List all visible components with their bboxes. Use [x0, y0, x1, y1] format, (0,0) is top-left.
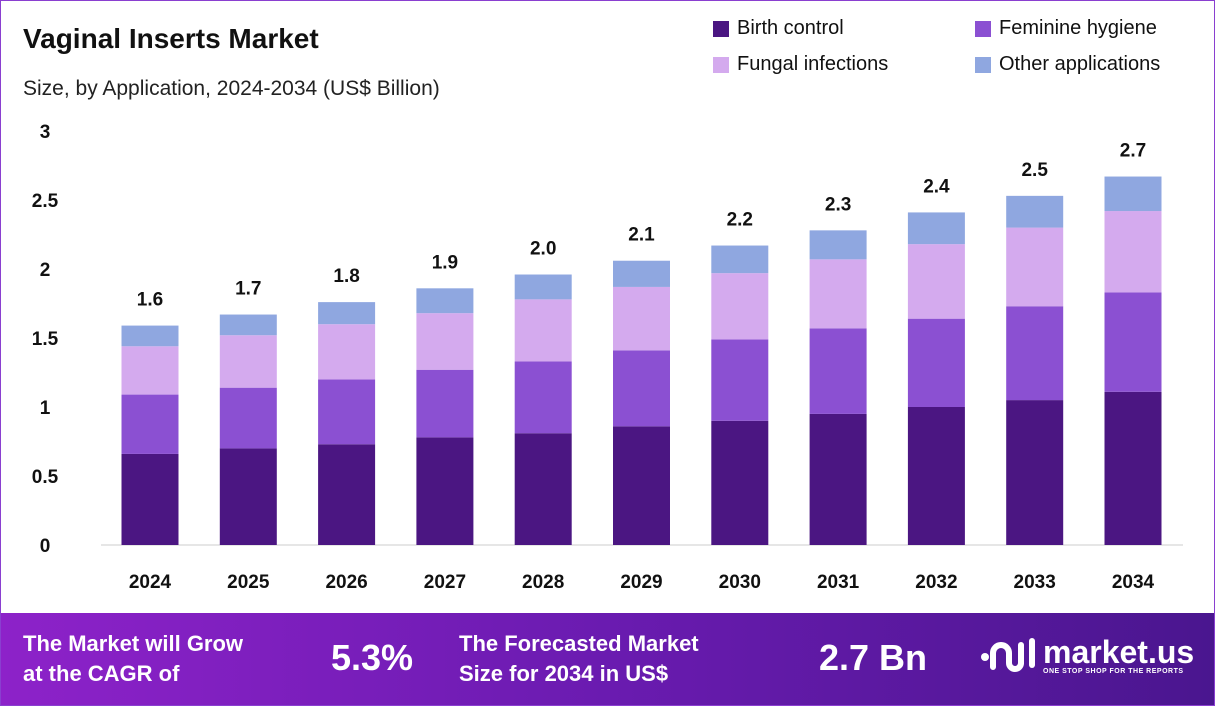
- legend-item-birth-control: Birth control: [713, 17, 844, 40]
- bar-segment-other-applications: [907, 212, 965, 245]
- total-label: 1.8: [333, 266, 359, 287]
- bar-segment-birth-control: [219, 448, 277, 545]
- chart-title: Vaginal Inserts Market: [23, 23, 319, 54]
- bar-segment-birth-control: [1104, 391, 1162, 545]
- bar-segment-other-applications: [121, 325, 179, 347]
- y-tick-label: 1: [40, 398, 51, 419]
- bar-segment-fungal-infections: [613, 286, 670, 351]
- bar-segment-feminine-hygiene: [711, 339, 769, 421]
- total-label: 2.4: [923, 176, 950, 197]
- y-tick-label: 3: [40, 122, 51, 143]
- legend-item-fungal-infections: Fungal infections: [713, 53, 888, 76]
- total-label: 2.2: [727, 210, 753, 231]
- x-tick-label: 2026: [325, 572, 367, 593]
- legend-label: Other applications: [999, 53, 1161, 75]
- bar-segment-feminine-hygiene: [416, 369, 474, 438]
- x-tick-label: 2024: [129, 572, 172, 593]
- bar-segment-fungal-infections: [1104, 211, 1162, 293]
- bar-segment-other-applications: [613, 260, 670, 287]
- bar-segment-feminine-hygiene: [1006, 306, 1064, 401]
- legend-swatch: [975, 56, 991, 73]
- bar-segment-birth-control: [809, 413, 867, 545]
- bar-segment-fungal-infections: [711, 273, 769, 340]
- cagr-label: The Market will Grow at the CAGR of: [23, 631, 244, 686]
- total-label: 2.3: [825, 194, 851, 215]
- bar-segment-feminine-hygiene: [907, 318, 965, 407]
- bar-segment-birth-control: [121, 453, 179, 545]
- bar-segment-feminine-hygiene: [809, 328, 867, 414]
- legend-label: Birth control: [737, 17, 844, 39]
- bar-segment-birth-control: [416, 437, 474, 545]
- legend-swatch: [713, 20, 729, 37]
- total-label: 1.7: [235, 279, 261, 300]
- bar-segment-other-applications: [514, 274, 572, 300]
- logo-tagline: ONE STOP SHOP FOR THE REPORTS: [1043, 667, 1184, 675]
- legend-label: Feminine hygiene: [999, 17, 1157, 39]
- plot-area: 0 0.5 1 1.5 2 2.5 3 1.6 2024 1.7 2025 1.8 2026 1.9 202…: [32, 122, 1183, 593]
- y-tick-label: 1.5: [32, 329, 59, 350]
- bar-segment-fungal-infections: [514, 299, 572, 362]
- x-tick-label: 2025: [227, 572, 270, 593]
- bar-segment-other-applications: [219, 314, 277, 336]
- total-label: 2.5: [1021, 160, 1048, 181]
- bar-segment-other-applications: [318, 302, 376, 325]
- chart-subtitle: Size, by Application, 2024-2034 (US$ Bil…: [23, 77, 440, 100]
- bar-segment-birth-control: [711, 420, 769, 545]
- bar-segment-feminine-hygiene: [219, 387, 277, 449]
- y-tick-label: 0.5: [32, 467, 59, 488]
- y-tick-label: 2.5: [32, 191, 59, 212]
- legend-swatch: [975, 20, 991, 37]
- total-label: 1.6: [137, 290, 163, 311]
- x-tick-label: 2028: [522, 572, 564, 593]
- market-us-logo: market.us ONE STOP SHOP FOR THE REPORTS: [979, 633, 1194, 677]
- logo-text: market.us: [1043, 633, 1195, 670]
- footer-banner: The Market will Grow at the CAGR of 5.3% …: [1, 613, 1214, 705]
- bar-segment-birth-control: [514, 433, 572, 545]
- bar-segment-other-applications: [711, 245, 769, 274]
- bar-segment-feminine-hygiene: [613, 350, 670, 427]
- bar-segment-feminine-hygiene: [121, 394, 179, 454]
- bar-segment-birth-control: [318, 444, 376, 545]
- x-tick-label: 2030: [719, 572, 761, 593]
- bar-segment-feminine-hygiene: [318, 379, 376, 445]
- bar-segment-fungal-infections: [907, 244, 965, 319]
- x-tick-label: 2031: [817, 572, 860, 593]
- legend-item-other-applications: Other applications: [975, 53, 1160, 76]
- x-tick-label: 2034: [1112, 572, 1155, 593]
- bar-segment-fungal-infections: [318, 324, 376, 380]
- forecast-label: The Forecasted Market Size for 2034 in US…: [459, 631, 699, 686]
- bar-segment-other-applications: [1104, 176, 1162, 212]
- bar-segment-fungal-infections: [416, 313, 474, 370]
- bar-segment-feminine-hygiene: [1104, 292, 1162, 392]
- total-label: 2.0: [530, 239, 556, 260]
- total-label: 1.9: [432, 252, 458, 273]
- bar-segment-other-applications: [416, 288, 474, 314]
- logo-icon: [981, 638, 1035, 672]
- x-tick-label: 2029: [620, 572, 662, 593]
- bar-segment-other-applications: [809, 230, 867, 260]
- y-tick-label: 2: [40, 260, 51, 281]
- bar-segment-fungal-infections: [121, 346, 179, 395]
- legend-swatch: [713, 56, 729, 73]
- x-tick-label: 2027: [424, 572, 466, 593]
- x-tick-label: 2032: [915, 572, 957, 593]
- bar-segment-feminine-hygiene: [514, 361, 572, 434]
- bar-segment-other-applications: [1006, 195, 1064, 228]
- cagr-value: 5.3%: [331, 637, 414, 678]
- legend-item-feminine-hygiene: Feminine hygiene: [975, 17, 1157, 40]
- legend-label: Fungal infections: [737, 53, 889, 75]
- bar-segment-fungal-infections: [809, 259, 867, 329]
- bar-segment-birth-control: [1006, 400, 1064, 545]
- bar-segment-birth-control: [613, 426, 670, 545]
- forecast-value: 2.7 Bn: [819, 637, 928, 678]
- total-label: 2.1: [628, 225, 655, 246]
- bar-segment-fungal-infections: [1006, 227, 1064, 307]
- x-tick-label: 2033: [1014, 572, 1056, 593]
- total-label: 2.7: [1120, 141, 1146, 162]
- y-tick-label: 0: [40, 536, 51, 557]
- bar-segment-fungal-infections: [219, 335, 277, 388]
- bar-segment-birth-control: [907, 407, 965, 545]
